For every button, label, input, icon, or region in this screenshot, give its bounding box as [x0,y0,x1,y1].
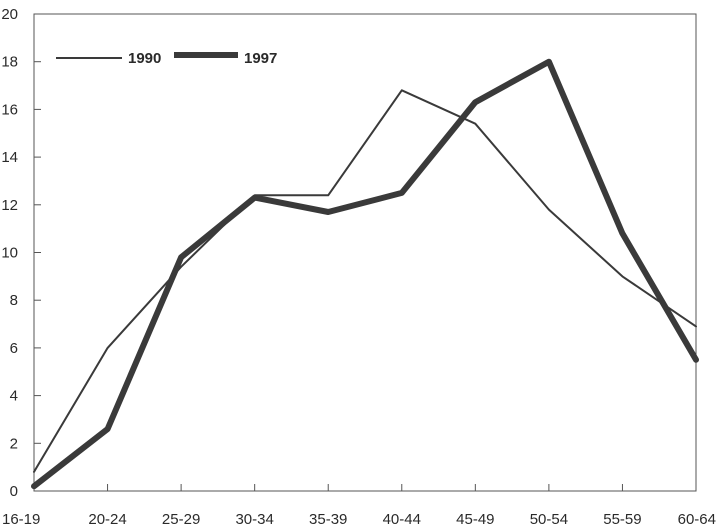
y-tick-label: 20 [1,6,18,23]
legend-label-1990: 1990 [128,50,161,67]
y-tick-label: 0 [10,483,18,500]
x-tick-label: 50-54 [530,511,568,528]
y-tick-label: 16 [1,101,18,118]
x-tick-label: 20-24 [88,511,126,528]
x-tick-label: 16-19 [2,511,40,528]
y-axis: 0 2 4 6 8 10 12 14 16 18 20 [1,6,41,500]
y-tick-label: 6 [10,340,18,357]
x-tick-label: 40-44 [383,511,421,528]
y-tick-label: 4 [10,388,18,405]
x-tick-label: 60-64 [678,511,716,528]
x-axis: 16-19 20-24 25-29 30-34 35-39 40-44 45-49 50-54… [2,484,716,528]
series-lines [31,58,699,490]
x-tick-label: 30-34 [235,511,273,528]
x-tick-label: 45-49 [456,511,494,528]
legend: 1990 1997 [56,50,277,67]
y-tick-label: 2 [10,435,18,452]
series-line-1997 [31,58,699,490]
y-tick-label: 14 [1,149,18,166]
x-tick-label: 35-39 [309,511,347,528]
y-tick-label: 12 [1,197,18,214]
legend-label-1997: 1997 [244,50,277,67]
x-tick-label: 55-59 [603,511,641,528]
x-tick-label: 25-29 [162,511,200,528]
y-tick-label: 8 [10,292,18,309]
series-line-1990 [33,89,697,473]
y-tick-label: 18 [1,54,18,71]
y-tick-label: 10 [1,245,18,262]
